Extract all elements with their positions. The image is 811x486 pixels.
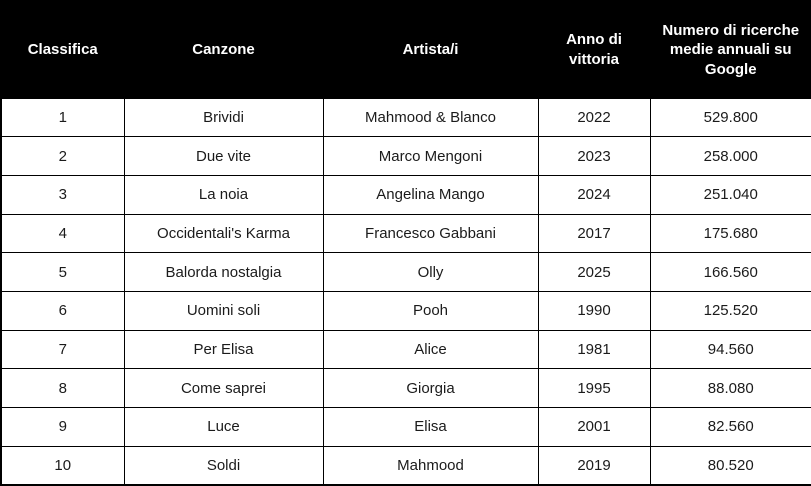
cell-ricerche: 88.080 <box>649 368 811 408</box>
cell-artista: Pooh <box>322 290 539 331</box>
cell-ricerche: 529.800 <box>649 97 811 138</box>
cell-ricerche: 94.560 <box>649 329 811 370</box>
cell-anno: 2023 <box>537 136 651 176</box>
cell-ricerche: 82.560 <box>649 407 811 447</box>
cell-artista: Angelina Mango <box>322 174 539 215</box>
table-row: 8 Come saprei Giorgia 1995 88.080 <box>0 368 811 408</box>
cell-classifica: 7 <box>0 329 125 370</box>
cell-anno: 1981 <box>537 329 651 370</box>
table-row: 5 Balorda nostalgia Olly 2025 166.560 <box>0 252 811 292</box>
table-row: 1 Brividi Mahmood & Blanco 2022 529.800 <box>0 97 811 138</box>
cell-canzone: Due vite <box>123 136 324 176</box>
header-ricerche-google: Numero di ricerche medie annuali su Goog… <box>649 0 811 99</box>
cell-canzone: Soldi <box>123 445 324 486</box>
cell-canzone: Brividi <box>123 97 324 138</box>
cell-canzone: Balorda nostalgia <box>123 252 324 292</box>
cell-ricerche: 166.560 <box>649 252 811 292</box>
cell-anno: 2022 <box>537 97 651 138</box>
table-row: 2 Due vite Marco Mengoni 2023 258.000 <box>0 136 811 176</box>
cell-artista: Giorgia <box>322 368 539 408</box>
cell-canzone: Uomini soli <box>123 290 324 331</box>
cell-artista: Mahmood <box>322 445 539 486</box>
table-row: 10 Soldi Mahmood 2019 80.520 <box>0 445 811 486</box>
table-row: 3 La noia Angelina Mango 2024 251.040 <box>0 174 811 215</box>
header-canzone: Canzone <box>123 0 324 99</box>
header-anno-vittoria: Anno di vittoria <box>537 0 651 99</box>
cell-classifica: 2 <box>0 136 125 176</box>
cell-anno: 1990 <box>537 290 651 331</box>
cell-classifica: 6 <box>0 290 125 331</box>
cell-anno: 2019 <box>537 445 651 486</box>
cell-classifica: 10 <box>0 445 125 486</box>
cell-artista: Marco Mengoni <box>322 136 539 176</box>
table-row: 7 Per Elisa Alice 1981 94.560 <box>0 329 811 370</box>
cell-classifica: 1 <box>0 97 125 138</box>
cell-ricerche: 251.040 <box>649 174 811 215</box>
cell-artista: Mahmood & Blanco <box>322 97 539 138</box>
cell-classifica: 4 <box>0 213 125 254</box>
cell-artista: Olly <box>322 252 539 292</box>
cell-canzone: Per Elisa <box>123 329 324 370</box>
cell-ricerche: 258.000 <box>649 136 811 176</box>
cell-canzone: Occidentali's Karma <box>123 213 324 254</box>
cell-anno: 2025 <box>537 252 651 292</box>
cell-classifica: 5 <box>0 252 125 292</box>
cell-ricerche: 175.680 <box>649 213 811 254</box>
header-artista: Artista/i <box>322 0 539 99</box>
cell-ricerche: 125.520 <box>649 290 811 331</box>
cell-canzone: Luce <box>123 407 324 447</box>
cell-canzone: Come saprei <box>123 368 324 408</box>
table-header: Classifica Canzone Artista/i Anno di vit… <box>0 0 811 99</box>
cell-anno: 2017 <box>537 213 651 254</box>
cell-artista: Alice <box>322 329 539 370</box>
table-row: 4 Occidentali's Karma Francesco Gabbani 201… <box>0 213 811 254</box>
cell-anno: 1995 <box>537 368 651 408</box>
header-classifica: Classifica <box>0 0 125 99</box>
table-row: 9 Luce Elisa 2001 82.560 <box>0 407 811 447</box>
cell-artista: Francesco Gabbani <box>322 213 539 254</box>
header-row: Classifica Canzone Artista/i Anno di vit… <box>0 0 811 99</box>
table-row: 6 Uomini soli Pooh 1990 125.520 <box>0 290 811 331</box>
cell-anno: 2024 <box>537 174 651 215</box>
cell-classifica: 9 <box>0 407 125 447</box>
cell-ricerche: 80.520 <box>649 445 811 486</box>
cell-canzone: La noia <box>123 174 324 215</box>
cell-classifica: 8 <box>0 368 125 408</box>
cell-anno: 2001 <box>537 407 651 447</box>
table-body: 1 Brividi Mahmood & Blanco 2022 529.800 2 Due … <box>0 97 811 486</box>
cell-classifica: 3 <box>0 174 125 215</box>
cell-artista: Elisa <box>322 407 539 447</box>
